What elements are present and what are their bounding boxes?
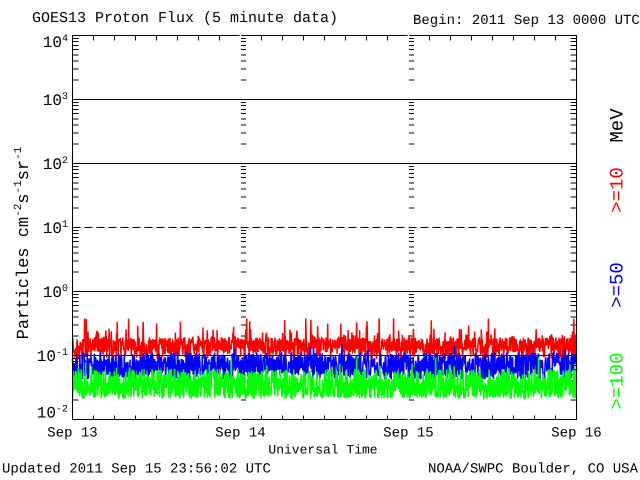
svg-text:Particles cm-2s-1sr-1: Particles cm-2s-1sr-1: [13, 146, 34, 339]
svg-text:NOAA/SWPC Boulder, CO USA: NOAA/SWPC Boulder, CO USA: [428, 462, 639, 478]
svg-text:102: 102: [43, 156, 68, 174]
svg-text:Universal Time: Universal Time: [268, 443, 377, 458]
svg-text:Updated 2011 Sep 15 23:56:02 U: Updated 2011 Sep 15 23:56:02 UTC: [2, 462, 271, 478]
svg-text:Sep 14: Sep 14: [215, 426, 265, 442]
svg-text:Sep 13: Sep 13: [47, 426, 97, 442]
svg-text:>=50: >=50: [607, 262, 629, 308]
svg-text:104: 104: [43, 34, 68, 52]
svg-text:Begin: 2011 Sep 13 0000 UTC: Begin: 2011 Sep 13 0000 UTC: [413, 13, 640, 29]
svg-text:101: 101: [43, 220, 68, 238]
svg-text:>=10: >=10: [607, 167, 629, 213]
svg-text:MeV: MeV: [607, 108, 629, 143]
svg-text:100: 100: [43, 284, 68, 302]
svg-text:>=100: >=100: [607, 352, 629, 409]
svg-text:103: 103: [43, 92, 68, 110]
svg-text:Sep 16: Sep 16: [551, 426, 601, 442]
svg-text:Sep 15: Sep 15: [383, 426, 433, 442]
svg-text:GOES13 Proton Flux (5 minute d: GOES13 Proton Flux (5 minute data): [32, 10, 338, 27]
